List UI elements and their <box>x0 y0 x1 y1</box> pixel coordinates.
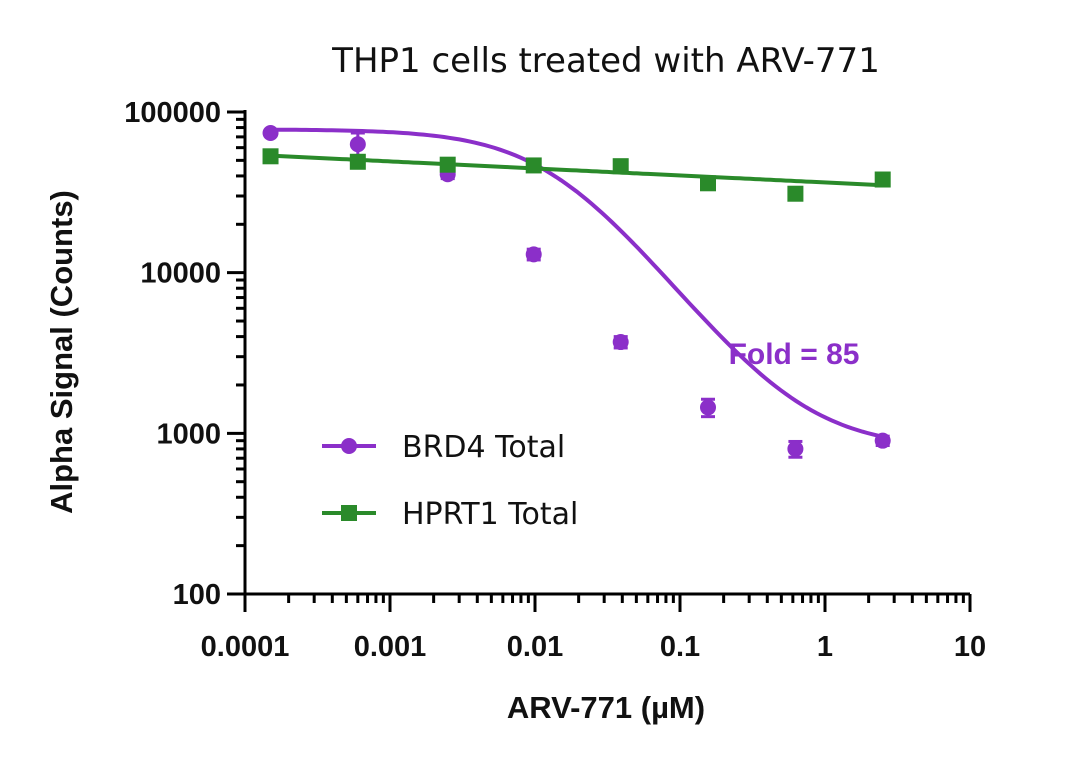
data-point-hprt1 <box>787 185 804 202</box>
legend-label-hprt1: HPRT1 Total <box>402 497 578 532</box>
x-tick-label: 0.1 <box>660 631 700 663</box>
fit-curve-brd4 <box>270 127 884 439</box>
y-axis: 100 1000 10000 100000 <box>124 97 247 611</box>
data-point-hprt1 <box>349 153 366 170</box>
data-point-brd4 <box>525 246 542 263</box>
data-point-brd4 <box>874 432 891 449</box>
data-point-hprt1 <box>874 171 891 188</box>
data-point-brd4 <box>787 440 804 457</box>
y-tick-label: 100000 <box>124 97 221 129</box>
legend: BRD4 Total HPRT1 Total <box>322 430 578 532</box>
data-point-hprt1 <box>700 175 717 192</box>
data-point-hprt1 <box>525 157 542 174</box>
x-tick-label: 0.001 <box>354 631 427 663</box>
data-point-brd4 <box>349 136 366 153</box>
x-tick-label: 0.0001 <box>201 631 290 663</box>
y-tick-label: 1000 <box>156 418 221 450</box>
data-points <box>262 125 891 459</box>
legend-entry-brd4: BRD4 Total <box>322 430 565 465</box>
legend-entry-hprt1: HPRT1 Total <box>322 497 578 532</box>
legend-label-brd4: BRD4 Total <box>402 430 565 465</box>
data-point-hprt1 <box>262 148 279 165</box>
legend-marker-hprt1 <box>341 505 357 521</box>
x-tick-label: 0.01 <box>507 631 563 663</box>
x-axis: 0.0001 0.001 0.01 0.1 1 10 <box>201 592 986 663</box>
x-tick-label: 1 <box>817 631 833 663</box>
y-tick-label: 10000 <box>140 258 221 290</box>
y-axis-label: Alpha Signal (Counts) <box>44 190 79 514</box>
fit-curve-hprt1 <box>270 153 883 188</box>
y-tick-label: 100 <box>173 579 221 611</box>
legend-marker-brd4 <box>341 438 357 454</box>
data-point-brd4 <box>700 399 717 416</box>
x-tick-label: 10 <box>954 631 986 663</box>
fit-curves <box>270 127 884 439</box>
data-point-brd4 <box>262 125 279 142</box>
data-point-brd4 <box>612 334 629 351</box>
data-point-hprt1 <box>439 156 456 173</box>
chart-title: THP1 cells treated with ARV-771 <box>331 41 880 81</box>
data-point-hprt1 <box>612 158 629 175</box>
fold-annotation: Fold = 85 <box>729 338 860 371</box>
x-axis-label: ARV-771 (µM) <box>507 690 705 725</box>
